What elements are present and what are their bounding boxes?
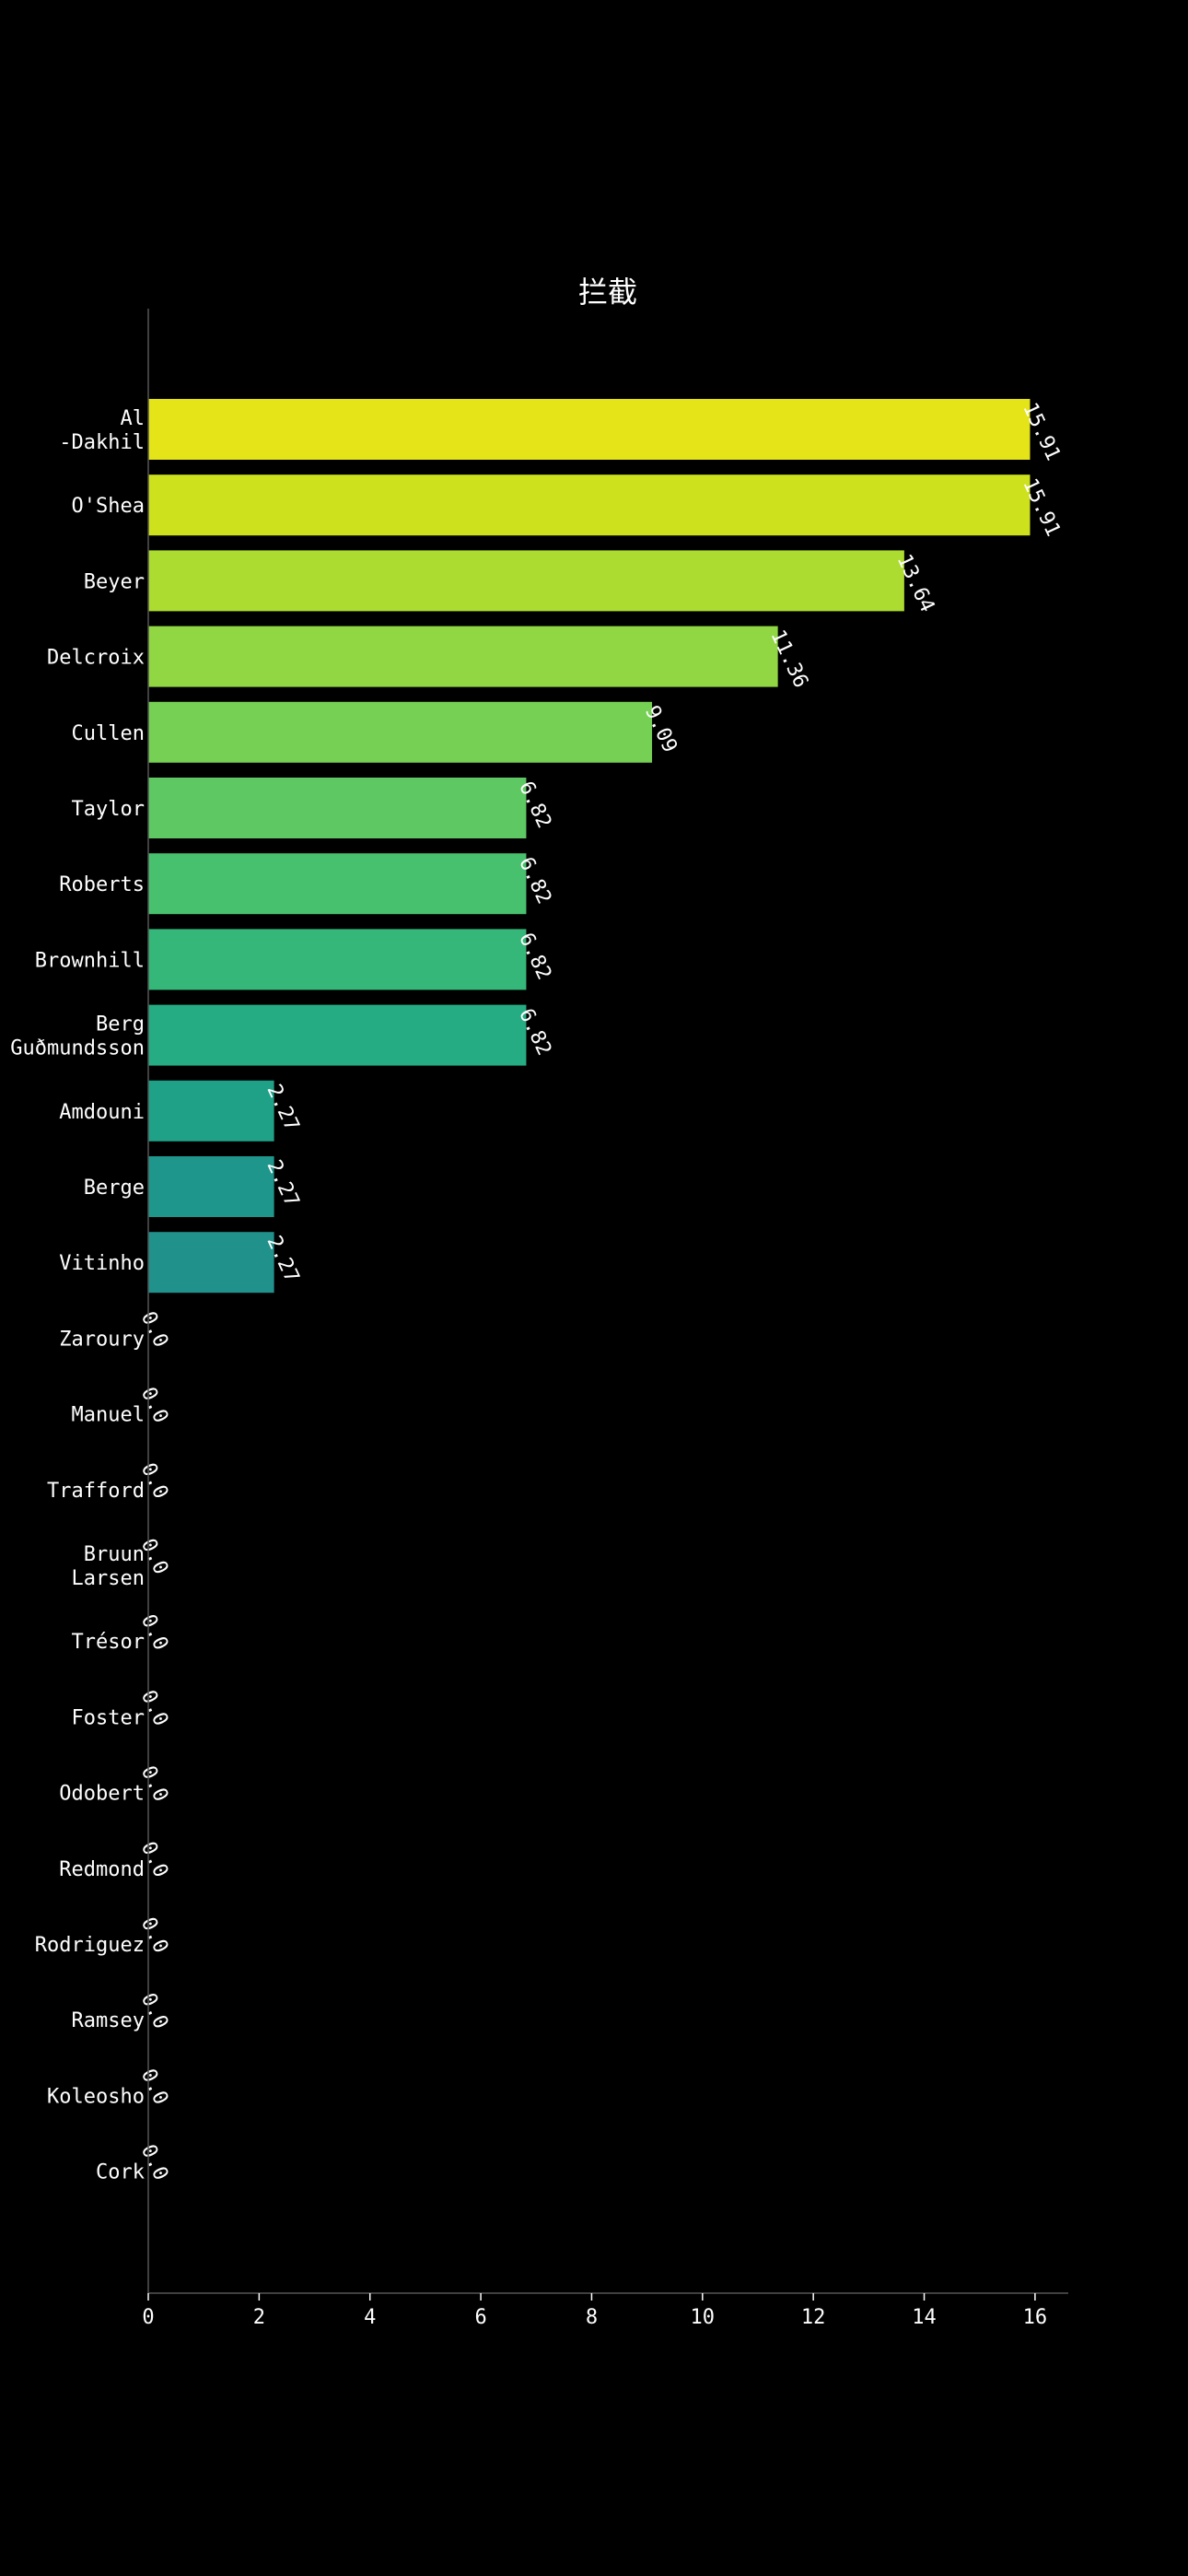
category-label: Al -Dakhil bbox=[59, 407, 145, 454]
bar bbox=[148, 929, 527, 990]
category-label: Cullen bbox=[72, 722, 145, 745]
category-label: Delcroix bbox=[47, 647, 145, 670]
category-label: Zaroury bbox=[59, 1328, 145, 1351]
chart-title: 拦截 bbox=[578, 275, 637, 310]
category-label: Beyer bbox=[84, 570, 145, 593]
category-label: Foster bbox=[72, 1706, 145, 1729]
bar bbox=[148, 626, 778, 687]
bar bbox=[148, 399, 1031, 460]
x-tick-label: 4 bbox=[364, 2306, 376, 2329]
category-label: Roberts bbox=[59, 873, 145, 896]
bar bbox=[148, 550, 904, 612]
category-label: Rodriguez bbox=[35, 1934, 145, 1957]
category-label: Trésor bbox=[72, 1631, 145, 1654]
bar bbox=[148, 1232, 274, 1294]
category-label: Redmond bbox=[59, 1858, 145, 1881]
value-labels-group: 15.9115.9113.6411.369.096.826.826.826.82… bbox=[136, 399, 1065, 2184]
bar bbox=[148, 1080, 274, 1142]
category-label: O'Shea bbox=[72, 495, 145, 518]
category-label: Cork bbox=[96, 2161, 145, 2184]
x-tick-label: 8 bbox=[586, 2306, 598, 2329]
bar bbox=[148, 853, 527, 915]
x-tick-label: 0 bbox=[142, 2306, 154, 2329]
category-label: Manuel bbox=[72, 1404, 145, 1427]
category-label: Trafford bbox=[47, 1480, 145, 1503]
category-label: Brownhill bbox=[35, 949, 145, 972]
category-label: Taylor bbox=[72, 798, 145, 821]
category-label: Berge bbox=[84, 1177, 145, 1200]
category-label: Ramsey bbox=[72, 2009, 145, 2032]
bar bbox=[148, 701, 653, 763]
x-tick-label: 10 bbox=[691, 2306, 716, 2329]
category-label: Amdouni bbox=[59, 1101, 145, 1124]
category-label: Bruun Larsen bbox=[72, 1543, 145, 1590]
bar bbox=[148, 1156, 274, 1217]
category-label: Berg Guðmundsson bbox=[10, 1013, 145, 1060]
x-tick-label: 2 bbox=[253, 2306, 265, 2329]
bars-group bbox=[148, 399, 1031, 1294]
category-label: Koleosho bbox=[47, 2085, 145, 2108]
x-tick-label: 12 bbox=[801, 2306, 826, 2329]
x-axis: 0 2 4 6 8 10 12 14 16 bbox=[142, 2292, 1068, 2329]
bar bbox=[148, 1004, 527, 1066]
category-label: Vitinho bbox=[59, 1252, 145, 1275]
x-tick-label: 14 bbox=[912, 2306, 937, 2329]
category-labels-group: Al -Dakhil O'Shea Beyer Delcroix Cullen Taylor… bbox=[10, 407, 145, 2184]
x-tick-label: 16 bbox=[1023, 2306, 1048, 2329]
x-tick-label: 6 bbox=[474, 2306, 486, 2329]
bar bbox=[148, 778, 527, 838]
category-label: Odobert bbox=[59, 1783, 145, 1806]
bar bbox=[148, 474, 1031, 536]
